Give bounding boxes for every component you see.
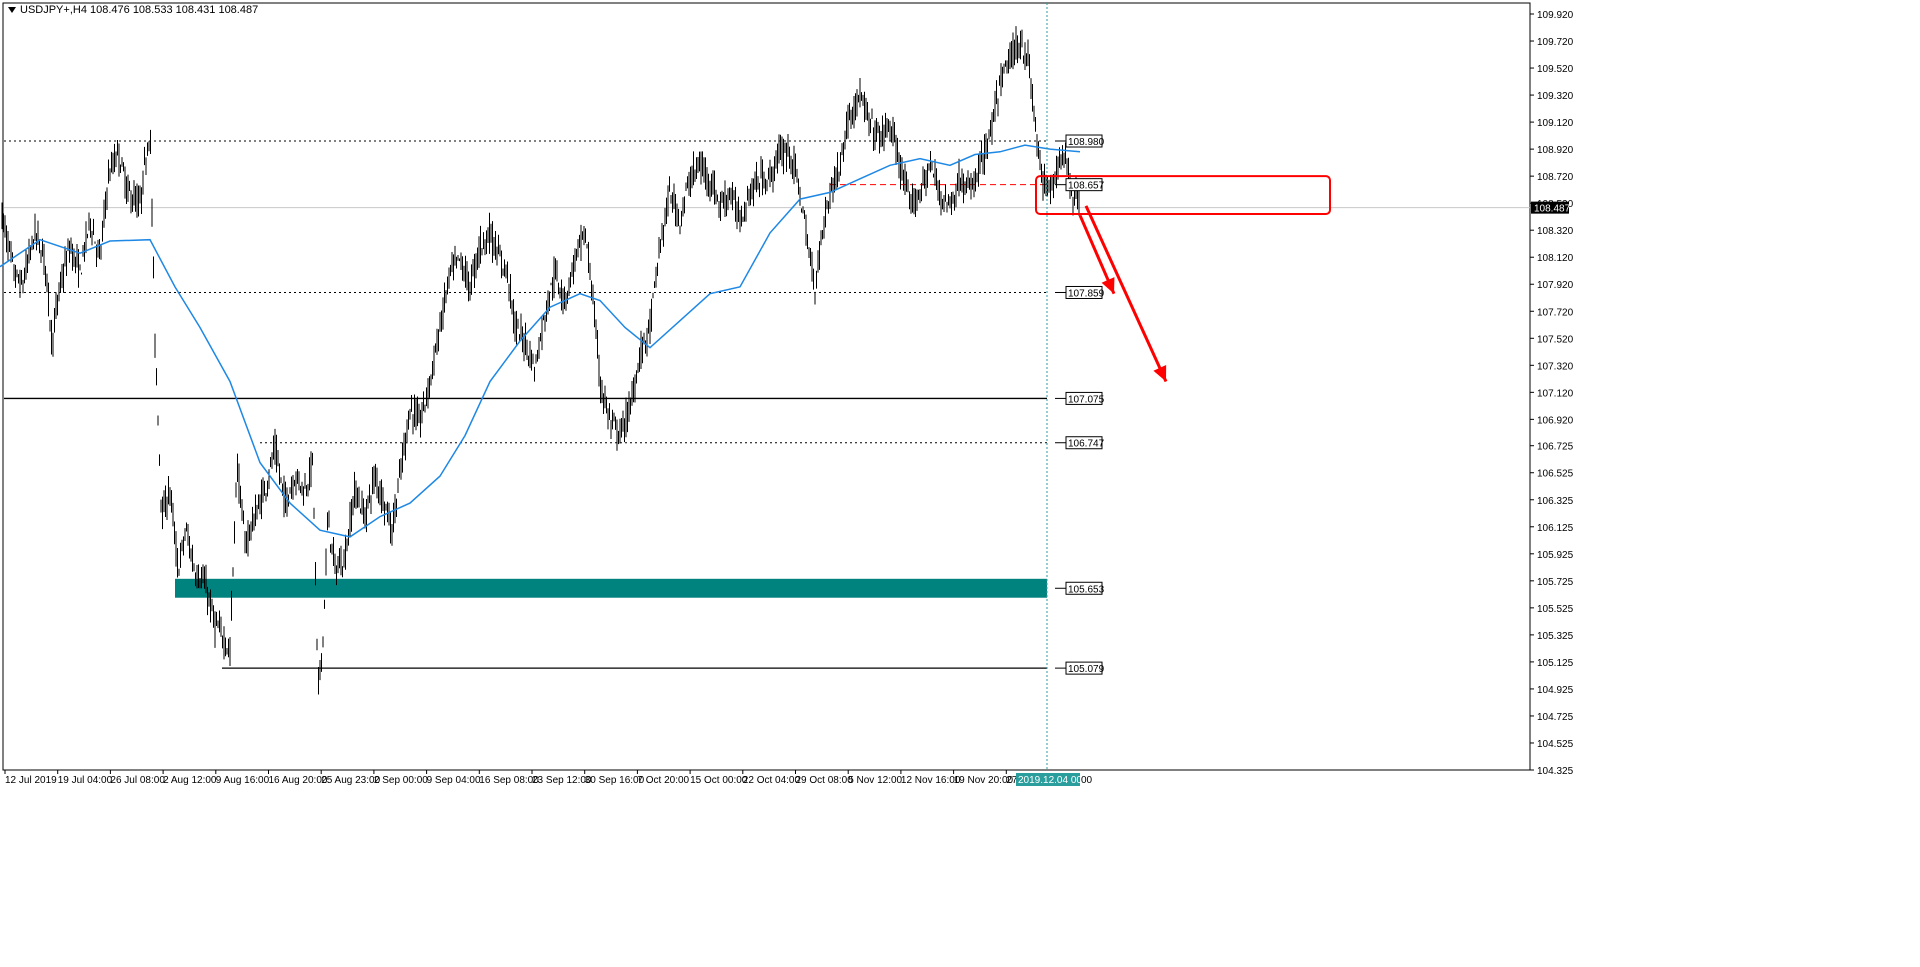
symbol-label: USDJPY+,H4 108.476 108.533 108.431 108.4… [20,4,259,16]
price-tick-label: 105.125 [1537,658,1574,669]
level-label-107.075: 107.075 [1068,394,1105,405]
price-tick-label: 107.720 [1537,307,1574,318]
price-tick-label: 105.725 [1537,577,1574,588]
time-tick-label: 19 Nov 20:00 [954,775,1014,786]
support-zone-layer [175,578,1047,598]
cursor-time-marker [1016,773,1080,786]
price-tick-label: 107.320 [1537,361,1574,372]
arrow-shaft-2 [1084,205,1168,383]
time-tick-label: 15 Oct 00:00 [690,775,748,786]
time-tick-label: 26 Jul 08:00 [110,775,165,786]
current-price-marker [1531,201,1569,214]
price-tick-label: 109.320 [1537,91,1574,102]
time-tick-label: 22 Oct 04:00 [743,775,801,786]
time-tick-label: 7 Oct 20:00 [637,775,689,786]
time-tick-label: 16 Sep 08:00 [479,775,539,786]
price-tick-label: 109.520 [1537,64,1574,75]
price-tick-label: 104.725 [1537,712,1574,723]
time-tick-label: 9 Sep 04:00 [427,775,481,786]
time-tick-label: 25 Aug 23:00 [321,775,380,786]
moving-average-layer [0,144,1081,538]
price-tick-label: 108.120 [1537,253,1574,264]
time-tick-label: 23 Sep 12:00 [532,775,592,786]
time-tick-label: 12 Jul 2019 [5,775,57,786]
level-label-105.079-frame [1065,661,1103,675]
price-tick-label: 104.325 [1537,766,1574,777]
price-tick-label: 109.920 [1537,10,1574,21]
current-price-label: 108.487 [1534,204,1571,215]
price-tick-label: 109.120 [1537,118,1574,129]
price-tick-label: 106.920 [1537,415,1574,426]
level-label-105.079: 105.079 [1068,664,1105,675]
price-tick-label: 108.920 [1537,145,1574,156]
price-tick-label: 106.725 [1537,442,1574,453]
price-tick-label: 107.920 [1537,280,1574,291]
price-tick-label: 104.525 [1537,739,1574,750]
price-tick-label: 107.520 [1537,334,1574,345]
level-label-105.653: 105.653 [1068,584,1105,595]
level-labels: 108.980 108.657 107.859 107.075 106.747 105.0… [1055,134,1105,675]
arrow-head-2 [1153,364,1167,382]
candle-series [1,26,1080,695]
price-axis: 109.920 109.720 109.520 109.320 109.120 108.9… [1530,10,1574,777]
level-label-108.980-frame [1065,134,1103,148]
time-tick-label: 12 Nov 16:00 [901,775,961,786]
time-tick-label: 9 Aug 16:00 [216,775,270,786]
arrow-head-1 [1101,277,1115,294]
time-tick-label: 2 Aug 12:00 [163,775,217,786]
time-tick-label: 2 Sep 00:00 [374,775,428,786]
time-tick-label: 19 Jul 04:00 [58,775,113,786]
level-lines [4,140,1530,669]
price-tick-label: 105.325 [1537,631,1574,642]
level-label-108.980: 108.980 [1068,137,1105,148]
price-tick-label: 109.720 [1537,37,1574,48]
time-tick-label: 16 Aug 20:00 [269,775,328,786]
chart-border [2,2,1531,771]
price-tick-label: 105.925 [1537,550,1574,561]
moving-average-line [0,144,1081,538]
time-tick-label: 5 Nov 12:00 [848,775,902,786]
price-tick-label: 106.325 [1537,496,1574,507]
time-tick-label: 30 Sep 16:00 [585,775,645,786]
time-tick-label: 29 Oct 08:00 [796,775,854,786]
highlight-box [1035,175,1331,215]
price-tick-label: 107.120 [1537,388,1574,399]
price-tick-label: 105.525 [1537,604,1574,615]
symbol-title: USDJPY+,H4 108.476 108.533 108.431 108.4… [8,4,258,16]
level-label-105.653-frame [1065,581,1103,595]
price-tick-label: 106.525 [1537,469,1574,480]
highlight-box-layer [1035,175,1331,215]
arrow-layer [1078,205,1168,383]
level-label-108.657: 108.657 [1068,181,1105,192]
price-tick-label: 108.720 [1537,172,1574,183]
price-tick-label: 106.125 [1537,523,1574,534]
level-label-106.747-frame [1065,436,1103,450]
level-label-108.657-frame [1065,178,1103,192]
price-tick-label: 108.320 [1537,226,1574,237]
level-label-106.747: 106.747 [1068,439,1105,450]
cursor-time-suffix: 00 [1081,775,1093,786]
level-label-107.075-frame [1065,391,1103,405]
price-tick-label: 104.925 [1537,685,1574,696]
level-label-107.859: 107.859 [1068,288,1105,299]
level-label-107.859-frame [1065,285,1103,299]
support-zone [175,578,1047,598]
dropdown-triangle-icon[interactable] [8,7,16,14]
cursor-time-label: 2019.12.04 00:00 [1018,775,1096,786]
